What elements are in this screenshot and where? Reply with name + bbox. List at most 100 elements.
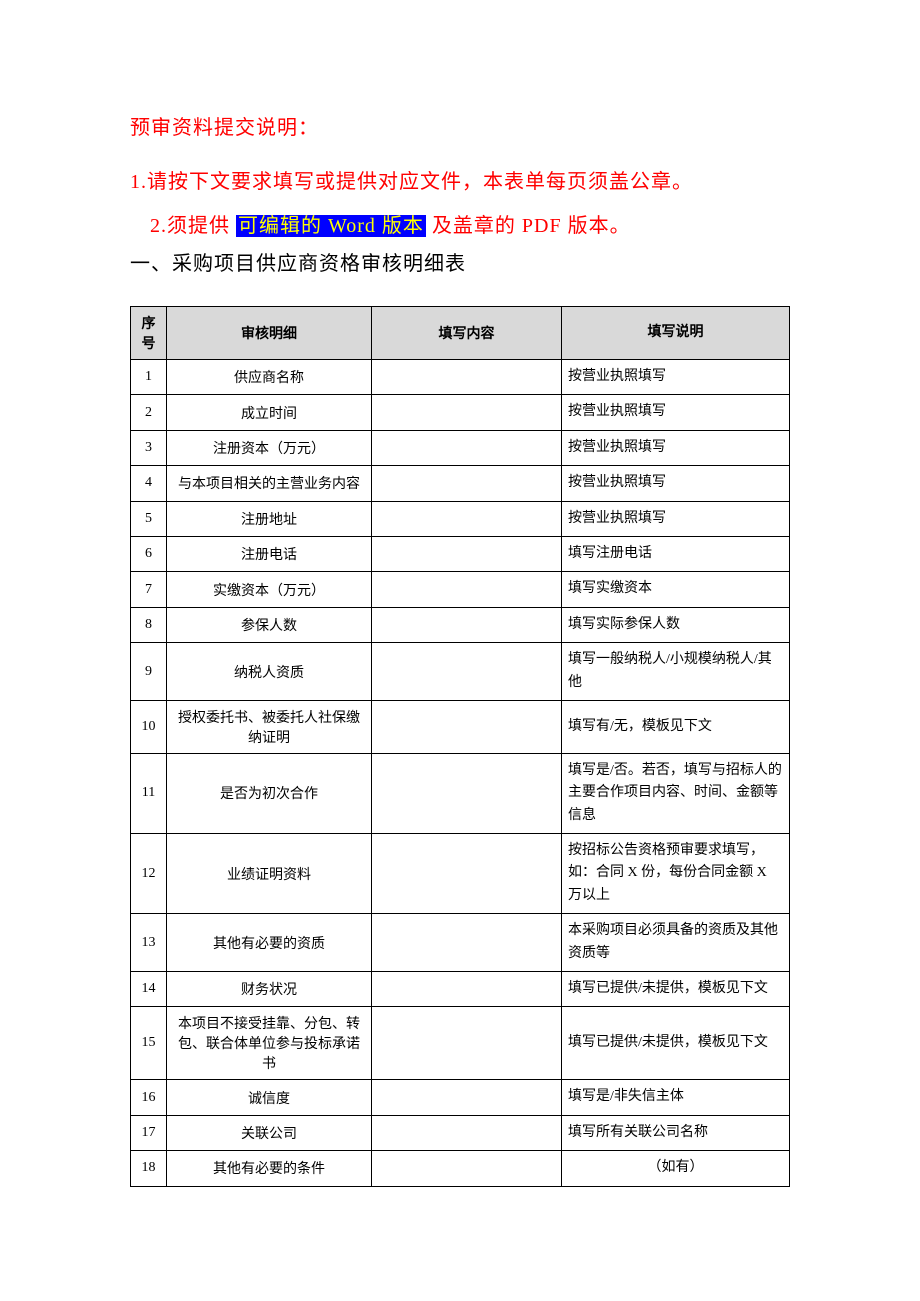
cell-seq: 17 [131,1115,167,1150]
instructions-title: 预审资料提交说明： [130,110,790,146]
cell-seq: 10 [131,700,167,753]
cell-detail: 成立时间 [167,395,372,430]
table-row: 10授权委托书、被委托人社保缴纳证明 填写有/无，模板见下文 [131,700,790,753]
cell-note: 填写实际参保人数 [562,607,790,642]
table-body: 1供应商名称按营业执照填写2成立时间按营业执照填写3注册资本（万元）按营业执照填… [131,360,790,1187]
table-row: 11是否为初次合作 填写是/否。若否，填写与招标人的主要合作项目内容、时间、金额等… [131,753,790,833]
cell-content [372,430,562,465]
cell-content [372,536,562,571]
cell-note: 填写是/否。若否，填写与招标人的主要合作项目内容、时间、金额等信息 [562,753,790,833]
cell-seq: 14 [131,972,167,1007]
cell-content [372,834,562,914]
cell-content [372,1080,562,1115]
cell-note: 填写一般纳税人/小规模纳税人/其他 [562,643,790,701]
table-row: 15本项目不接受挂靠、分包、转包、联合体单位参与投标承诺书填写已提供/未提供，模… [131,1007,790,1080]
cell-seq: 9 [131,643,167,701]
cell-note: 填写所有关联公司名称 [562,1115,790,1150]
cell-seq: 12 [131,834,167,914]
table-row: 9纳税人资质 填写一般纳税人/小规模纳税人/其他 [131,643,790,701]
instruction-line-2-prefix: 2.须提供 [150,215,236,237]
qualification-table: 序号 审核明细 填写内容 填写说明 1供应商名称按营业执照填写2成立时间按营业执… [130,306,790,1187]
section-heading: 一、采购项目供应商资格审核明细表 [130,246,790,282]
instruction-highlight: 可编辑的 Word 版本 [236,215,426,237]
cell-seq: 3 [131,430,167,465]
cell-detail: 是否为初次合作 [167,753,372,833]
cell-detail: 供应商名称 [167,360,372,395]
cell-content [372,1007,562,1080]
table-row: 12业绩证明资料 按招标公告资格预审要求填写，如：合同 X 份，每份合同金额 X … [131,834,790,914]
table-row: 2成立时间 按营业执照填写 [131,395,790,430]
cell-note: 按营业执照填写 [562,360,790,395]
col-header-note: 填写说明 [562,307,790,360]
cell-seq: 13 [131,914,167,972]
cell-note: 填写实缴资本 [562,572,790,607]
cell-content [372,466,562,501]
cell-content [372,972,562,1007]
table-row: 18其他有必要的条件（如有） [131,1151,790,1186]
cell-detail: 其他有必要的资质 [167,914,372,972]
cell-detail: 纳税人资质 [167,643,372,701]
cell-detail: 注册资本（万元） [167,430,372,465]
cell-seq: 5 [131,501,167,536]
cell-note: 按招标公告资格预审要求填写，如：合同 X 份，每份合同金额 X 万以上 [562,834,790,914]
cell-note: 按营业执照填写 [562,395,790,430]
cell-note: 填写是/非失信主体 [562,1080,790,1115]
cell-detail: 关联公司 [167,1115,372,1150]
cell-content [372,700,562,753]
cell-seq: 16 [131,1080,167,1115]
cell-note: 填写有/无，模板见下文 [562,700,790,753]
cell-note: 按营业执照填写 [562,501,790,536]
col-header-seq: 序号 [131,307,167,360]
cell-content [372,753,562,833]
table-row: 4与本项目相关的主营业务内容 按营业执照填写 [131,466,790,501]
table-row: 13其他有必要的资质 本采购项目必须具备的资质及其他资质等 [131,914,790,972]
cell-seq: 11 [131,753,167,833]
cell-detail: 本项目不接受挂靠、分包、转包、联合体单位参与投标承诺书 [167,1007,372,1080]
cell-note: 填写已提供/未提供，模板见下文 [562,972,790,1007]
table-row: 5注册地址 按营业执照填写 [131,501,790,536]
cell-detail: 业绩证明资料 [167,834,372,914]
cell-seq: 18 [131,1151,167,1186]
instruction-line-2-suffix: 及盖章的 PDF 版本。 [426,215,631,237]
cell-seq: 15 [131,1007,167,1080]
cell-content [372,360,562,395]
col-header-detail: 审核明细 [167,307,372,360]
cell-content [372,501,562,536]
cell-detail: 财务状况 [167,972,372,1007]
cell-seq: 6 [131,536,167,571]
table-row: 8参保人数 填写实际参保人数 [131,607,790,642]
cell-detail: 授权委托书、被委托人社保缴纳证明 [167,700,372,753]
cell-note: 本采购项目必须具备的资质及其他资质等 [562,914,790,972]
cell-detail: 与本项目相关的主营业务内容 [167,466,372,501]
cell-content [372,914,562,972]
cell-detail: 诚信度 [167,1080,372,1115]
table-row: 17关联公司 填写所有关联公司名称 [131,1115,790,1150]
cell-content [372,607,562,642]
table-row: 6注册电话 填写注册电话 [131,536,790,571]
cell-detail: 注册地址 [167,501,372,536]
instruction-line-1: 1.请按下文要求填写或提供对应文件，本表单每页须盖公章。 [130,164,790,200]
col-header-content: 填写内容 [372,307,562,360]
table-row: 7实缴资本（万元）填写实缴资本 [131,572,790,607]
document-page: 预审资料提交说明： 1.请按下文要求填写或提供对应文件，本表单每页须盖公章。 2… [0,0,920,1247]
instruction-line-2: 2.须提供 可编辑的 Word 版本 及盖章的 PDF 版本。 [130,208,790,244]
cell-content [372,643,562,701]
cell-content [372,1151,562,1186]
cell-note: 按营业执照填写 [562,466,790,501]
cell-detail: 注册电话 [167,536,372,571]
cell-detail: 参保人数 [167,607,372,642]
cell-note: 填写注册电话 [562,536,790,571]
table-row: 1供应商名称 按营业执照填写 [131,360,790,395]
cell-content [372,572,562,607]
cell-content [372,1115,562,1150]
cell-seq: 8 [131,607,167,642]
cell-note: 按营业执照填写 [562,430,790,465]
cell-seq: 1 [131,360,167,395]
table-row: 14财务状况 填写已提供/未提供，模板见下文 [131,972,790,1007]
cell-seq: 4 [131,466,167,501]
cell-detail: 实缴资本（万元） [167,572,372,607]
table-row: 16诚信度 填写是/非失信主体 [131,1080,790,1115]
cell-seq: 2 [131,395,167,430]
table-header: 序号 审核明细 填写内容 填写说明 [131,307,790,360]
cell-note: （如有） [562,1151,790,1186]
